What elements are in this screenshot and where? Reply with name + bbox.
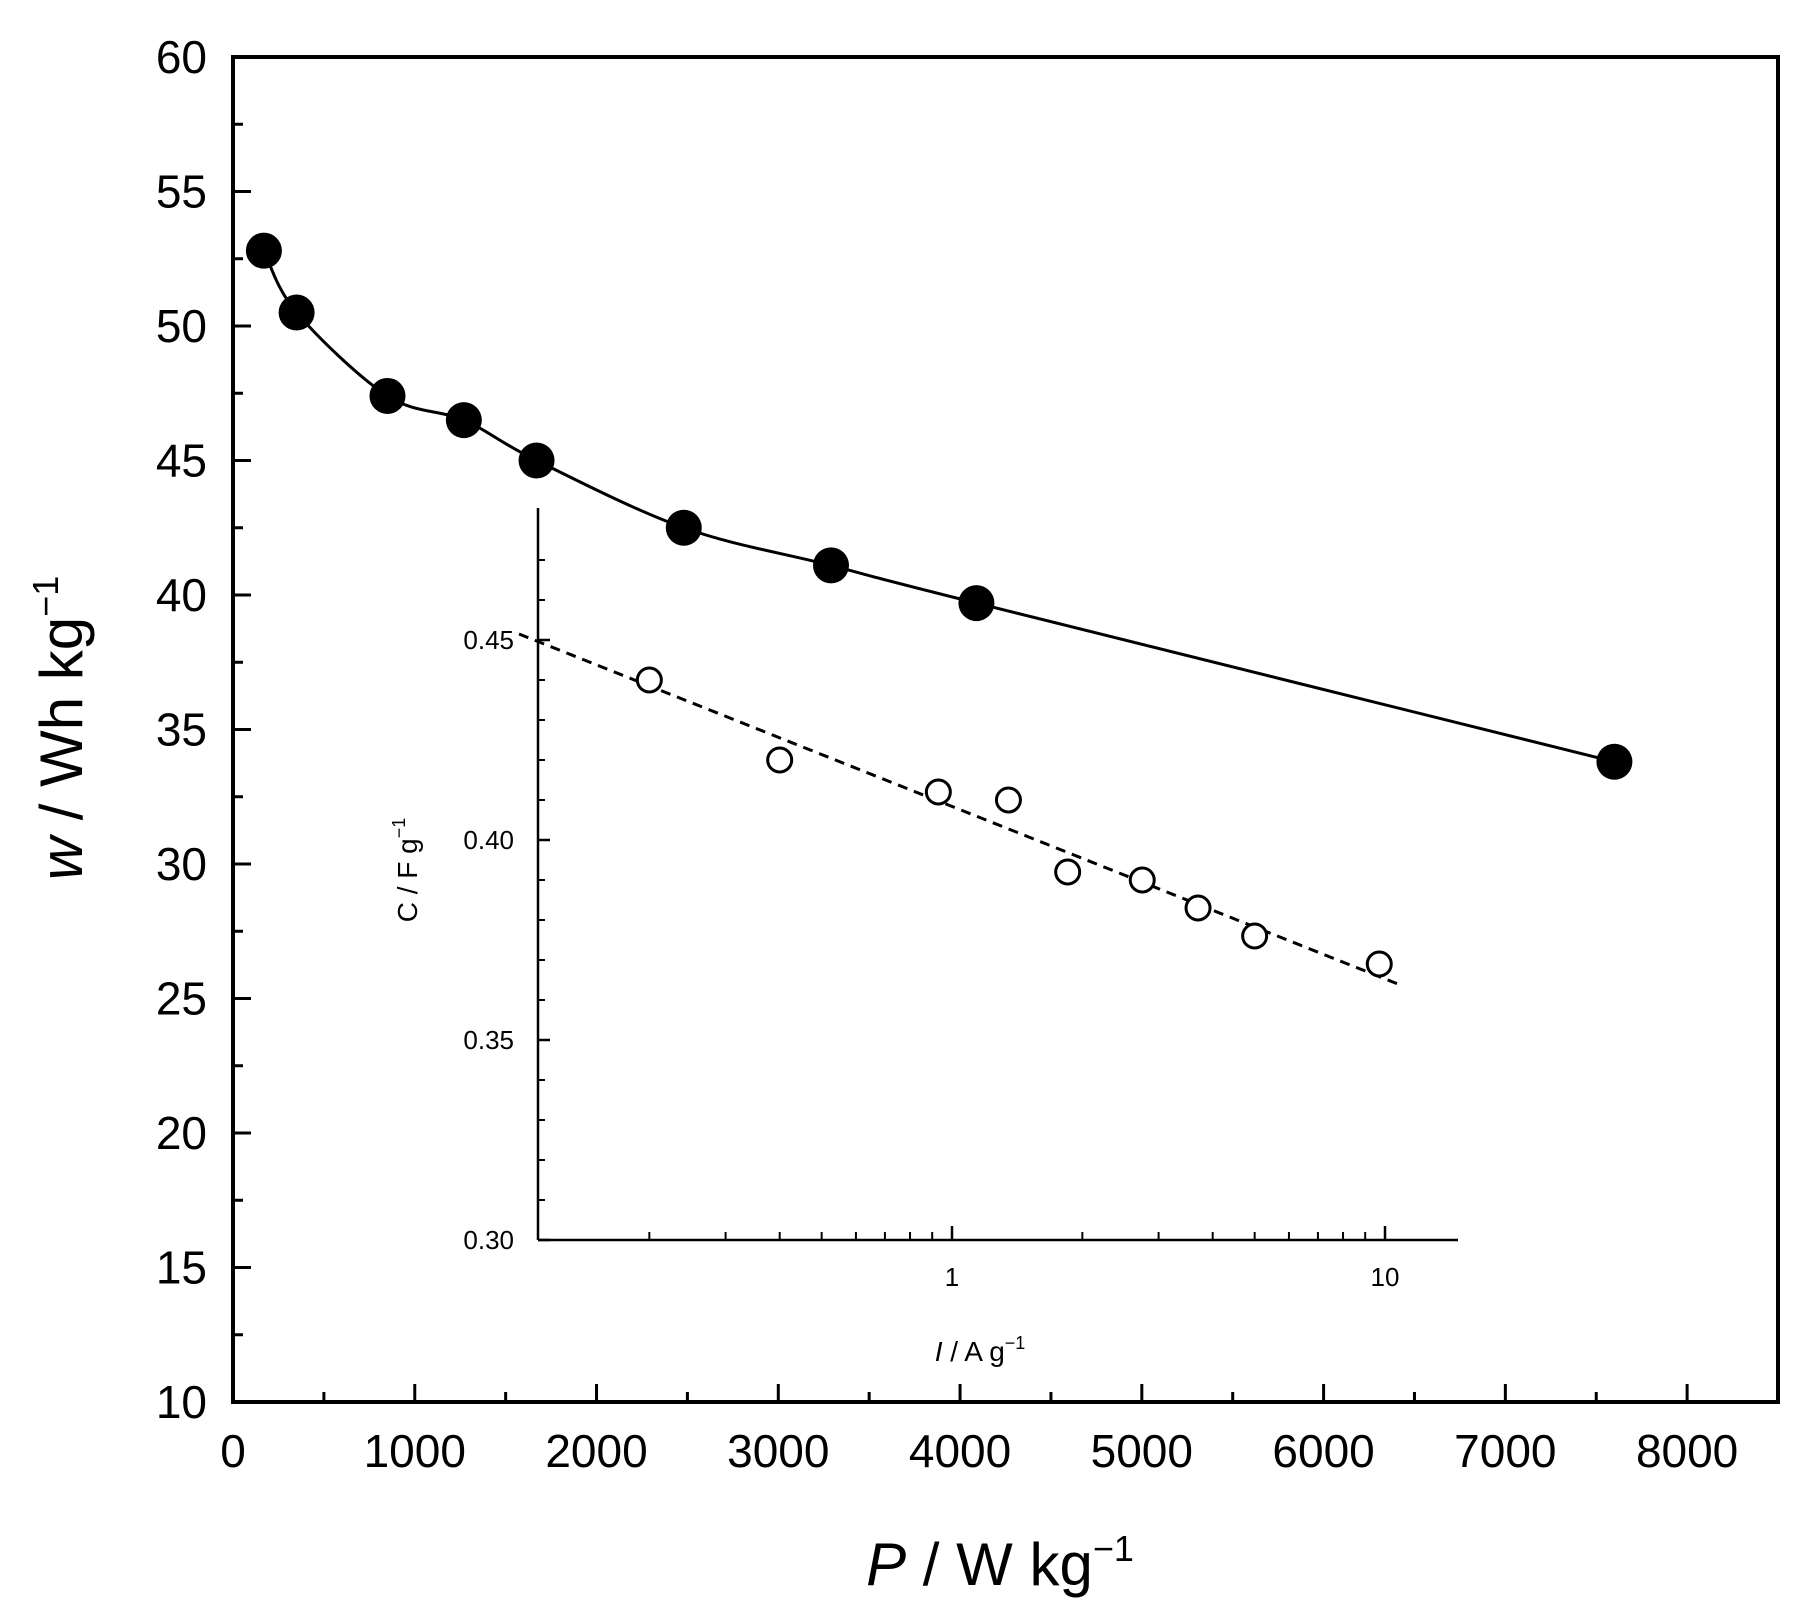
- main-y-tick-label: 25: [156, 973, 207, 1025]
- main-y-tick-label: 30: [156, 838, 207, 890]
- inset-data-point: [924, 778, 952, 806]
- main-y-tick-label: 50: [156, 300, 207, 352]
- main-x-tick-label: 4000: [909, 1425, 1011, 1477]
- inset-data-points: [635, 666, 1393, 978]
- main-axis-ticks: 10 15 20 25 30 35 40 45 50 55 60 0 1000 2000 3000 4000 5…: [156, 31, 1738, 1477]
- main-y-axis-label-exponent: −1: [25, 576, 66, 617]
- main-series-curve: [262, 249, 1615, 764]
- main-y-axis-label: w / Wh kg−1: [25, 576, 95, 880]
- inset-data-point: [635, 666, 663, 694]
- main-x-tick-label: 1000: [364, 1425, 466, 1477]
- main-y-tick-label: 35: [156, 704, 207, 756]
- main-x-tick-label: 5000: [1091, 1425, 1193, 1477]
- main-data-points: [245, 232, 1633, 780]
- inset-y-tick-label: 0.30: [463, 1225, 514, 1255]
- main-x-axis-label-text: / W kg: [906, 1531, 1093, 1598]
- main-data-point: [445, 402, 482, 439]
- main-y-tick-label: 60: [156, 31, 207, 83]
- main-data-point: [665, 509, 702, 546]
- main-y-axis-label-text: / Wh kg: [28, 617, 95, 837]
- inset-data-point: [1241, 922, 1269, 950]
- inset-y-axis-label-text: C / F g: [392, 838, 423, 922]
- main-x-tick-label: 8000: [1636, 1425, 1738, 1477]
- inset-data-point: [1128, 866, 1156, 894]
- main-data-point: [245, 232, 282, 269]
- inset-y-tick-label: 0.40: [463, 825, 514, 855]
- inset-fit-line: [518, 632, 1404, 988]
- main-y-tick-label: 45: [156, 435, 207, 487]
- main-data-point: [958, 585, 995, 622]
- main-chart: 10 15 20 25 30 35 40 45 50 55 60 0 1000 2000 3000 4000 5…: [25, 31, 1780, 1598]
- inset-x-tick-label: 10: [1371, 1262, 1400, 1292]
- main-y-tick-label: 40: [156, 569, 207, 621]
- main-y-tick-label: 10: [156, 1376, 207, 1428]
- inset-x-axis-label-exponent: −1: [1005, 1333, 1026, 1353]
- inset-data-point: [766, 746, 794, 774]
- main-y-tick-label: 15: [156, 1242, 207, 1294]
- main-x-tick-label: 2000: [545, 1425, 647, 1477]
- main-x-axis-label-symbol: P: [866, 1531, 906, 1598]
- main-x-tick-label: 7000: [1454, 1425, 1556, 1477]
- main-data-point: [369, 377, 406, 414]
- inset-chart: 0.300.350.400.451 10 C / F g−1 I / A g−1: [389, 508, 1458, 1367]
- main-data-point: [278, 294, 315, 331]
- inset-y-tick-label: 0.35: [463, 1025, 514, 1055]
- main-x-tick-label: 3000: [727, 1425, 829, 1477]
- main-plot-frame: [231, 55, 1780, 1404]
- inset-data-point: [1054, 858, 1082, 886]
- main-x-axis-label-exponent: −1: [1093, 1528, 1134, 1569]
- inset-data-point: [1184, 894, 1212, 922]
- inset-y-axis-label: C / F g−1: [389, 818, 423, 923]
- inset-y-axis-label-exponent: −1: [389, 818, 409, 839]
- inset-x-axis-label-text: / A g: [942, 1336, 1004, 1367]
- inset-x-axis-label-symbol: I: [935, 1336, 943, 1367]
- inset-axis-ticks: 0.30 0.35 0.40 0.45 1 10: [463, 559, 1400, 1292]
- inset-data-point: [1365, 950, 1393, 978]
- main-data-point: [1596, 743, 1633, 780]
- main-x-axis-label: P / W kg−1: [866, 1528, 1134, 1598]
- inset-dashed-fit: [518, 632, 1404, 988]
- inset-y-tick-label: 0.45: [463, 625, 514, 655]
- main-y-axis-label-symbol: w: [28, 833, 95, 880]
- inset-data-point: [994, 786, 1022, 814]
- main-series-line: [262, 249, 1615, 764]
- main-x-tick-label: 0: [220, 1425, 246, 1477]
- inset-x-tick-label: 1: [945, 1262, 959, 1292]
- inset-x-axis-label: I / A g−1: [935, 1333, 1026, 1367]
- main-y-tick-label: 55: [156, 166, 207, 218]
- main-x-tick-label: 6000: [1272, 1425, 1374, 1477]
- main-data-point: [518, 442, 555, 479]
- main-data-point: [813, 547, 850, 584]
- main-y-tick-label: 20: [156, 1107, 207, 1159]
